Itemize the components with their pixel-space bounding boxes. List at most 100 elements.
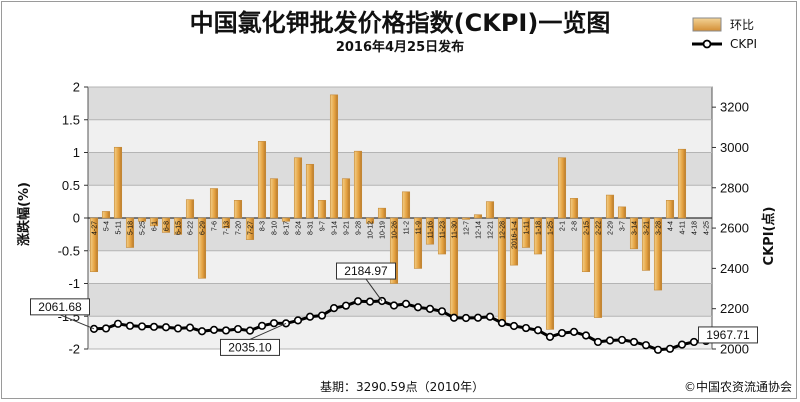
ckpi-point: [341, 301, 351, 310]
bar-8-3: [257, 141, 267, 219]
annotation-leader: [59, 314, 95, 330]
bar-9-28: [353, 150, 363, 219]
category-label: 1-18: [536, 221, 543, 235]
plot-area: [87, 86, 713, 350]
ckpi-point: [305, 312, 315, 321]
ckpi-point: [173, 324, 183, 333]
right-tick-label: 3000: [720, 140, 749, 155]
annotation-box: [220, 338, 280, 356]
category-label: 8-17: [284, 221, 291, 235]
category-label: 2-22: [596, 221, 603, 235]
category-label: 10-19: [380, 221, 387, 239]
line-series: [89, 296, 711, 354]
category-label: 10-26: [392, 221, 399, 239]
category-label: 1-11: [524, 221, 531, 235]
right-tick-label: 2800: [720, 180, 749, 195]
bar-3-21: [641, 217, 651, 271]
plot-band: [88, 283, 712, 317]
ckpi-point: [149, 322, 159, 331]
bar-5-4: [101, 211, 111, 219]
bar-4-11: [677, 148, 687, 219]
annotation-box: [336, 262, 396, 280]
bar-series: [89, 94, 687, 330]
bar-2-22: [593, 217, 603, 318]
category-label: 1-25: [548, 221, 555, 235]
right-tick-label: 3200: [720, 100, 749, 115]
ckpi-point: [641, 341, 651, 350]
category-label: 7-6: [212, 221, 219, 231]
ckpi-point: [197, 327, 207, 336]
ckpi-point: [617, 335, 627, 345]
left-tick-label: 1.5: [62, 112, 80, 127]
annotation-label: 1967.71: [706, 328, 750, 342]
category-label: 4-25: [704, 221, 711, 235]
footer-copyright: ©中国农资流通协会: [684, 379, 792, 394]
ckpi-point: [413, 303, 423, 312]
ckpi-line: [93, 299, 707, 352]
left-tick-label: 0: [73, 211, 80, 226]
category-label: 5-4: [104, 221, 111, 231]
category-label: 12-14: [476, 221, 483, 239]
category-label: 5-18: [128, 221, 135, 235]
bar-7-20: [233, 200, 243, 219]
ckpi-point: [353, 297, 363, 306]
category-label: 3-7: [620, 221, 627, 231]
category-label: 9-7: [320, 221, 327, 231]
annotation-label: 2061.68: [38, 300, 82, 314]
legend: 环比 CKPI: [692, 17, 757, 51]
annotation-leader: [365, 278, 383, 302]
ckpi-point: [389, 301, 399, 310]
ckpi-point: [209, 325, 219, 334]
left-tick-label: -2: [68, 342, 80, 357]
category-label: 5-25: [140, 221, 147, 235]
bar-8-10: [269, 178, 279, 219]
bar-11-2: [401, 191, 411, 219]
ckpi-point: [449, 313, 459, 322]
ckpi-point: [533, 326, 543, 335]
left-tick-label: 1: [73, 145, 80, 160]
ckpi-point: [665, 344, 675, 353]
category-label: 6-29: [200, 221, 207, 235]
ckpi-point: [485, 312, 495, 321]
bar-2-1: [557, 157, 567, 219]
left-axis-title: 涨跌幅(%): [16, 182, 32, 247]
ckpi-point: [137, 322, 147, 331]
category-label: 12-28: [500, 221, 507, 239]
bar-11-9: [413, 217, 423, 269]
bar-4-4: [665, 200, 675, 219]
ckpi-point: [653, 345, 663, 354]
bar-11-16: [425, 217, 435, 245]
ckpi-point: [545, 332, 555, 342]
bar-6-1: [149, 217, 159, 227]
category-label: 4-18: [692, 221, 699, 235]
category-label: 9-21: [344, 221, 351, 235]
ckpi-point: [521, 323, 531, 333]
category-labels: 4-27 5-4 5-11 5-18 5-25 6-1 6-8 6-15 6-22 6-29 7-6…: [92, 221, 711, 249]
category-label: 9-28: [356, 221, 363, 235]
bar-8-31: [305, 163, 315, 219]
category-label: 2-1: [560, 221, 567, 231]
ckpi-point: [569, 327, 579, 336]
bar-4-27: [89, 217, 99, 273]
ckpi-point: [437, 307, 447, 316]
category-label: 8-24: [296, 221, 303, 235]
right-axis: 3200 3000 2800 2600 2400 2200 2000: [712, 100, 749, 357]
category-label: 6-22: [188, 221, 195, 235]
right-tick-label: 2400: [720, 261, 749, 276]
bar-6-22: [185, 199, 195, 219]
ckpi-point: [425, 304, 435, 313]
annotations: 2061.68 2184.97 2035.10 1967.71: [30, 262, 758, 356]
legend-label-line: CKPI: [730, 37, 757, 51]
bar-8-17: [281, 217, 291, 222]
ckpi-point: [593, 337, 603, 347]
ckpi-point: [185, 323, 195, 332]
left-tick-label: -0.5: [58, 243, 80, 258]
category-label: 2-29: [608, 221, 615, 235]
ckpi-point: [689, 337, 699, 347]
bar-1-18: [533, 217, 543, 255]
bar-3-14: [629, 217, 639, 250]
bar-10-12: [365, 217, 375, 224]
ckpi-point: [509, 321, 519, 331]
bar-6-15: [173, 217, 183, 235]
category-label: 7-13: [224, 221, 231, 235]
